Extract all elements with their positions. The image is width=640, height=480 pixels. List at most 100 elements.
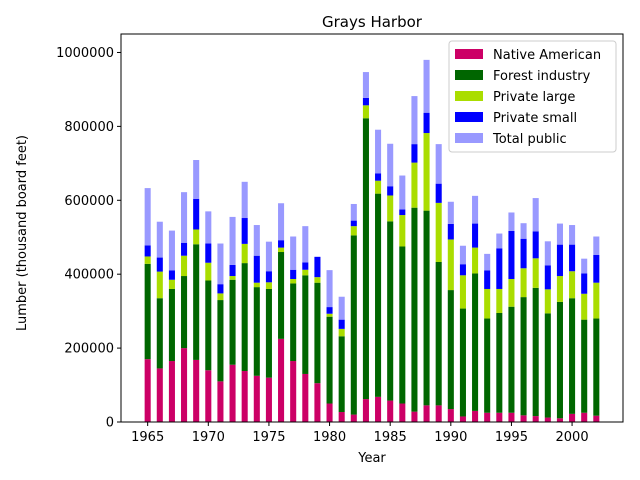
legend-label: Total public bbox=[492, 132, 567, 147]
bar-segment-1973-series-2 bbox=[241, 243, 248, 264]
bar-segment-1977-series-2 bbox=[290, 278, 297, 284]
bar-segment-1990-series-3 bbox=[447, 223, 454, 240]
bar-segment-1997-series-0 bbox=[532, 416, 539, 422]
bar-segment-1994-series-0 bbox=[496, 412, 503, 422]
bar-segment-1990-series-0 bbox=[447, 409, 454, 422]
x-tick-label: 1975 bbox=[252, 430, 285, 445]
bar-segment-1992-series-0 bbox=[472, 410, 479, 422]
bar-segment-1995-series-1 bbox=[508, 306, 515, 413]
bar-segment-1990-series-1 bbox=[447, 290, 454, 410]
bar-segment-1969-series-3 bbox=[193, 198, 200, 230]
bar-segment-1985-series-0 bbox=[387, 400, 394, 422]
bar-segment-2000-series-4 bbox=[569, 225, 576, 245]
bar-segment-1994-series-2 bbox=[496, 288, 503, 313]
bar-segment-2001-series-4 bbox=[581, 258, 588, 274]
bar-segment-1965-series-0 bbox=[144, 359, 151, 422]
bar-segment-1973-series-1 bbox=[241, 263, 248, 371]
bar-segment-1966-series-0 bbox=[156, 368, 163, 422]
bar-segment-1989-series-3 bbox=[435, 183, 442, 203]
bar-segment-2001-series-3 bbox=[581, 273, 588, 294]
bar-segment-1985-series-2 bbox=[387, 195, 394, 222]
bar-segment-1977-series-3 bbox=[290, 269, 297, 279]
bar-segment-1989-series-0 bbox=[435, 405, 442, 422]
bar-segment-1991-series-4 bbox=[459, 245, 466, 265]
bar-segment-1989-series-4 bbox=[435, 144, 442, 184]
bar-segment-1976-series-4 bbox=[278, 203, 285, 241]
bar-segment-1970-series-2 bbox=[205, 262, 212, 281]
bar-segment-2002-series-0 bbox=[593, 415, 600, 422]
bar-segment-2000-series-2 bbox=[569, 271, 576, 299]
bar-segment-1975-series-0 bbox=[265, 377, 272, 422]
bar-segment-1999-series-4 bbox=[556, 223, 563, 245]
bar-segment-1978-series-4 bbox=[302, 226, 309, 263]
bar-segment-1993-series-3 bbox=[484, 270, 491, 289]
bar-segment-1999-series-1 bbox=[556, 301, 563, 419]
bar-segment-1978-series-3 bbox=[302, 262, 309, 270]
bar-segment-1994-series-1 bbox=[496, 312, 503, 413]
bar-segment-1978-series-2 bbox=[302, 269, 309, 276]
x-tick-label: 1980 bbox=[313, 430, 346, 445]
bar-segment-1972-series-3 bbox=[229, 264, 236, 277]
legend-swatch bbox=[455, 70, 483, 80]
bar-segment-1971-series-2 bbox=[217, 293, 224, 301]
x-tick-label: 1985 bbox=[374, 430, 407, 445]
bar-segment-1971-series-3 bbox=[217, 284, 224, 294]
bar-segment-1966-series-1 bbox=[156, 298, 163, 369]
legend-swatch bbox=[455, 133, 483, 143]
bar-segment-1982-series-4 bbox=[350, 203, 357, 221]
bar-segment-1991-series-0 bbox=[459, 416, 466, 422]
bar-segment-1974-series-0 bbox=[253, 375, 260, 422]
bar-segment-1998-series-4 bbox=[544, 241, 551, 266]
y-tick-label: 200000 bbox=[64, 342, 114, 357]
bar-segment-1969-series-1 bbox=[193, 244, 200, 360]
bar-segment-1967-series-4 bbox=[168, 230, 175, 271]
bar-segment-1977-series-4 bbox=[290, 236, 297, 270]
bar-segment-2002-series-3 bbox=[593, 254, 600, 283]
bar-segment-1992-series-3 bbox=[472, 223, 479, 248]
bar-segment-1985-series-1 bbox=[387, 221, 394, 401]
bar-segment-1993-series-0 bbox=[484, 412, 491, 422]
bar-segment-1973-series-4 bbox=[241, 181, 248, 219]
bar-segment-1989-series-2 bbox=[435, 202, 442, 262]
bar-segment-1966-series-2 bbox=[156, 271, 163, 299]
bar-segment-1996-series-3 bbox=[520, 238, 527, 269]
bar-segment-1997-series-4 bbox=[532, 198, 539, 232]
bar-segment-1987-series-0 bbox=[411, 411, 418, 422]
bar-segment-1976-series-0 bbox=[278, 338, 285, 422]
bar-segment-1995-series-3 bbox=[508, 230, 515, 279]
bar-segment-1970-series-3 bbox=[205, 243, 212, 263]
bar-segment-1965-series-1 bbox=[144, 263, 151, 360]
plot-area bbox=[120, 33, 624, 423]
bar-segment-1980-series-2 bbox=[326, 313, 333, 317]
bar-segment-1984-series-2 bbox=[375, 180, 382, 194]
bar-segment-1987-series-2 bbox=[411, 162, 418, 208]
bar-segment-1982-series-1 bbox=[350, 235, 357, 415]
bar-segment-1980-series-1 bbox=[326, 316, 333, 404]
bar-segment-1974-series-1 bbox=[253, 287, 260, 376]
x-axis: 1965 1970 1975 1980 1985 1990 1995 2000 bbox=[131, 422, 589, 445]
bar-segment-1988-series-1 bbox=[423, 210, 430, 406]
bar-segment-1967-series-3 bbox=[168, 270, 175, 280]
bar-segment-2001-series-0 bbox=[581, 412, 588, 422]
bar-segment-1992-series-1 bbox=[472, 273, 479, 411]
bar-segment-1971-series-4 bbox=[217, 243, 224, 285]
bar-segment-1979-series-2 bbox=[314, 277, 321, 283]
bar-segment-1969-series-4 bbox=[193, 160, 200, 199]
bar-segment-1987-series-1 bbox=[411, 207, 418, 412]
bar-segment-1999-series-2 bbox=[556, 276, 563, 302]
x-tick-label: 1990 bbox=[434, 430, 467, 445]
bar-segment-1982-series-0 bbox=[350, 414, 357, 422]
bar-segment-1982-series-3 bbox=[350, 220, 357, 227]
legend-label: Private large bbox=[493, 90, 575, 105]
bar-segment-1985-series-3 bbox=[387, 186, 394, 196]
legend-swatch bbox=[455, 112, 483, 122]
bar-segment-1991-series-3 bbox=[459, 264, 466, 276]
bar-segment-1990-series-4 bbox=[447, 201, 454, 224]
bar-segment-1994-series-4 bbox=[496, 233, 503, 249]
bar-segment-2000-series-3 bbox=[569, 244, 576, 272]
bar-segment-1982-series-2 bbox=[350, 226, 357, 236]
bar-segment-1998-series-3 bbox=[544, 265, 551, 290]
bar-segment-1981-series-4 bbox=[338, 296, 345, 320]
bar-segment-1976-series-3 bbox=[278, 240, 285, 248]
